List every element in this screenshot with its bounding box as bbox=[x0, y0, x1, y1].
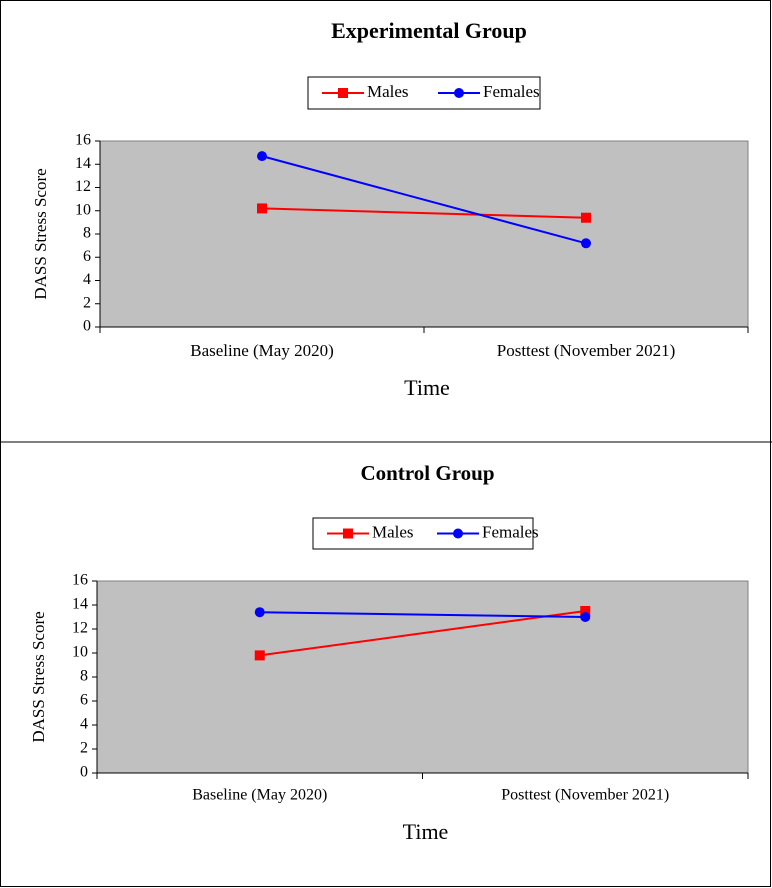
legend-marker bbox=[338, 88, 348, 98]
y-tick-label: 16 bbox=[75, 132, 91, 149]
legend-label: Females bbox=[483, 82, 540, 101]
y-axis-label: DASS Stress Score bbox=[29, 611, 48, 742]
y-tick-label: 14 bbox=[72, 596, 88, 613]
y-tick-label: 6 bbox=[80, 692, 88, 709]
y-tick-label: 12 bbox=[75, 178, 91, 195]
legend-marker bbox=[343, 528, 353, 539]
y-axis-label: DASS Stress Score bbox=[31, 168, 50, 299]
data-point bbox=[580, 612, 591, 622]
y-tick-label: 4 bbox=[80, 716, 88, 733]
data-point bbox=[581, 212, 591, 223]
y-tick-label: 14 bbox=[75, 155, 91, 172]
plot-area bbox=[96, 580, 749, 774]
y-tick-label: 10 bbox=[75, 201, 91, 218]
data-point bbox=[580, 606, 591, 616]
x-tick-label: Baseline (May 2020) bbox=[190, 341, 334, 360]
y-tick-label: 2 bbox=[80, 740, 88, 757]
x-tick-label: Posttest (November 2021) bbox=[501, 787, 669, 804]
y-tick-label: 16 bbox=[72, 572, 88, 589]
y-tick-label: 0 bbox=[83, 318, 91, 335]
series-line bbox=[261, 207, 587, 219]
y-tick-label: 4 bbox=[83, 271, 91, 288]
x-tick-label: Posttest (November 2021) bbox=[497, 341, 675, 360]
chart-title: Experimental Group bbox=[331, 18, 527, 43]
data-point bbox=[254, 607, 265, 618]
legend-label: Females bbox=[482, 522, 539, 541]
series-line bbox=[261, 155, 587, 245]
legend-marker bbox=[453, 528, 463, 539]
series-line bbox=[259, 610, 586, 657]
legend-marker bbox=[454, 88, 464, 98]
y-tick-label: 8 bbox=[80, 668, 88, 685]
y-tick-label: 12 bbox=[72, 620, 88, 637]
series-line bbox=[259, 611, 586, 618]
x-axis-label: Time bbox=[403, 819, 449, 844]
x-tick-label: Baseline (May 2020) bbox=[192, 787, 327, 804]
x-axis-label: Time bbox=[404, 375, 450, 400]
data-point bbox=[254, 650, 265, 661]
plot-area bbox=[99, 140, 749, 328]
y-tick-label: 2 bbox=[83, 294, 91, 311]
data-point bbox=[257, 203, 267, 214]
y-tick-label: 0 bbox=[80, 764, 88, 781]
legend-label: Males bbox=[372, 522, 414, 541]
y-tick-label: 6 bbox=[83, 248, 91, 265]
data-point bbox=[257, 151, 267, 162]
y-tick-label: 8 bbox=[83, 225, 91, 242]
legend-label: Males bbox=[367, 82, 409, 101]
chart-title: Control Group bbox=[361, 461, 495, 485]
y-tick-label: 10 bbox=[72, 644, 88, 661]
data-point bbox=[581, 238, 591, 249]
